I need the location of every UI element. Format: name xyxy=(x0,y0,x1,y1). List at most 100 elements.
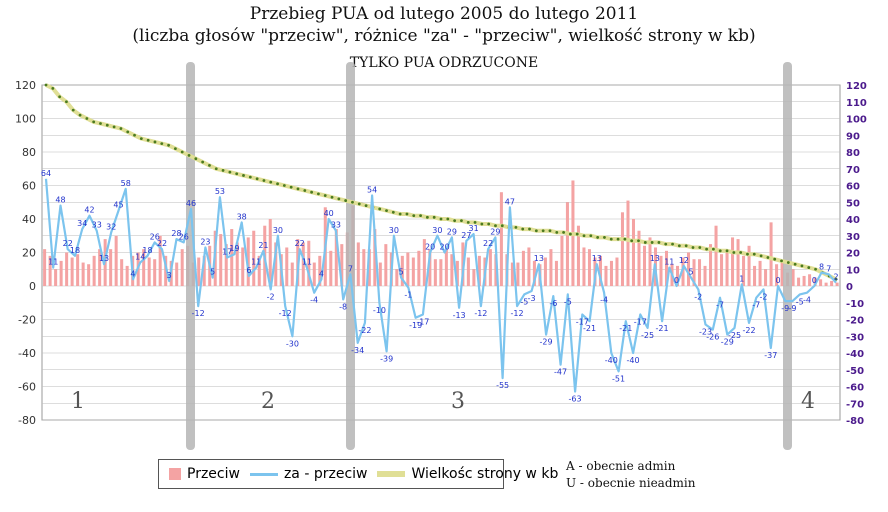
size-point xyxy=(214,167,218,171)
data-label: 13 xyxy=(650,254,660,263)
data-label: 58 xyxy=(121,179,131,188)
size-point xyxy=(65,100,68,104)
data-label: 8 xyxy=(819,263,824,272)
data-label: 11 xyxy=(302,258,312,267)
data-label: -47 xyxy=(554,368,567,377)
size-point xyxy=(766,256,770,259)
bar xyxy=(780,260,784,286)
bar xyxy=(356,242,360,286)
data-label: 33 xyxy=(92,221,102,230)
bar xyxy=(802,275,806,286)
data-label: -29 xyxy=(540,338,553,347)
bar xyxy=(830,280,834,286)
data-label: 17 xyxy=(222,248,232,257)
data-label: -25 xyxy=(641,331,654,340)
chart-subtitle-2: TYLKO PUA ODRZUCONE xyxy=(349,55,539,71)
size-point xyxy=(276,182,279,186)
y-tick-label-right: -10 xyxy=(846,299,864,310)
y-tick-label-right: 40 xyxy=(846,215,860,226)
size-point xyxy=(282,184,286,187)
y-tick-label-left: 40 xyxy=(22,213,36,226)
bar xyxy=(180,249,184,286)
bar xyxy=(642,245,647,286)
bar xyxy=(76,254,80,286)
data-label: -34 xyxy=(351,346,364,355)
data-label: 0 xyxy=(812,276,817,285)
bar xyxy=(554,260,558,286)
bar xyxy=(775,264,779,286)
size-point xyxy=(800,264,804,268)
bar xyxy=(664,250,669,286)
size-point xyxy=(105,123,109,127)
data-label: 4 xyxy=(130,269,135,278)
size-point xyxy=(575,232,579,236)
size-point xyxy=(439,217,443,221)
size-point xyxy=(228,170,232,174)
data-label: 5 xyxy=(210,268,215,277)
size-point xyxy=(248,175,252,179)
size-point xyxy=(344,199,348,202)
bar xyxy=(560,235,564,286)
data-label: -4 xyxy=(600,296,608,305)
data-label: -21 xyxy=(656,324,669,333)
data-label: -19 xyxy=(409,321,422,330)
bar xyxy=(395,269,399,286)
data-label: -12 xyxy=(511,309,524,318)
legend-item-przeciw: Przeciw xyxy=(169,466,240,482)
data-label: 45 xyxy=(113,201,123,210)
size-point xyxy=(460,219,463,223)
bar xyxy=(125,265,129,286)
bar xyxy=(362,249,366,286)
bar xyxy=(301,242,305,286)
bar xyxy=(598,255,602,286)
data-label: -5 xyxy=(796,297,804,306)
period-separator xyxy=(783,62,792,450)
bar xyxy=(813,277,817,286)
legend-label-diff: za - przeciw xyxy=(283,466,368,482)
y-tick-label-left: 80 xyxy=(22,146,36,159)
bar xyxy=(98,249,102,286)
data-label: -25 xyxy=(728,331,741,340)
bar xyxy=(48,255,52,286)
data-label: 26 xyxy=(150,232,160,241)
size-point xyxy=(303,189,307,192)
legend-swatch-diff xyxy=(249,472,278,476)
bar xyxy=(532,260,536,286)
bar xyxy=(758,260,762,286)
size-point xyxy=(364,204,368,208)
size-point xyxy=(412,214,416,218)
bar xyxy=(373,229,377,286)
size-point xyxy=(548,229,552,233)
bar xyxy=(488,249,492,286)
bar xyxy=(400,255,404,286)
data-label: -29 xyxy=(721,338,734,347)
y-tick-label-right: 0 xyxy=(846,282,853,293)
bar xyxy=(477,255,481,286)
bar xyxy=(466,257,470,286)
bar xyxy=(692,259,696,286)
bar xyxy=(252,230,256,286)
data-label: -12 xyxy=(474,309,487,318)
y-tick-label-left: -20 xyxy=(18,314,36,327)
data-label: 2 xyxy=(833,273,838,282)
size-point xyxy=(786,261,790,264)
size-point xyxy=(500,224,504,228)
data-label: 31 xyxy=(469,224,479,233)
data-label: -17 xyxy=(576,317,589,326)
bar xyxy=(543,257,547,286)
bar xyxy=(406,252,410,286)
data-label: 42 xyxy=(84,206,94,215)
bar xyxy=(604,265,608,286)
period-separator xyxy=(346,62,355,450)
size-point xyxy=(466,220,470,224)
size-point xyxy=(44,83,48,87)
size-point xyxy=(453,219,457,223)
data-label: -3 xyxy=(528,294,536,303)
bar xyxy=(819,279,823,286)
bar xyxy=(81,262,85,286)
data-label: 18 xyxy=(70,246,80,255)
size-point xyxy=(173,147,177,151)
size-point xyxy=(623,237,627,241)
size-point xyxy=(405,212,409,216)
